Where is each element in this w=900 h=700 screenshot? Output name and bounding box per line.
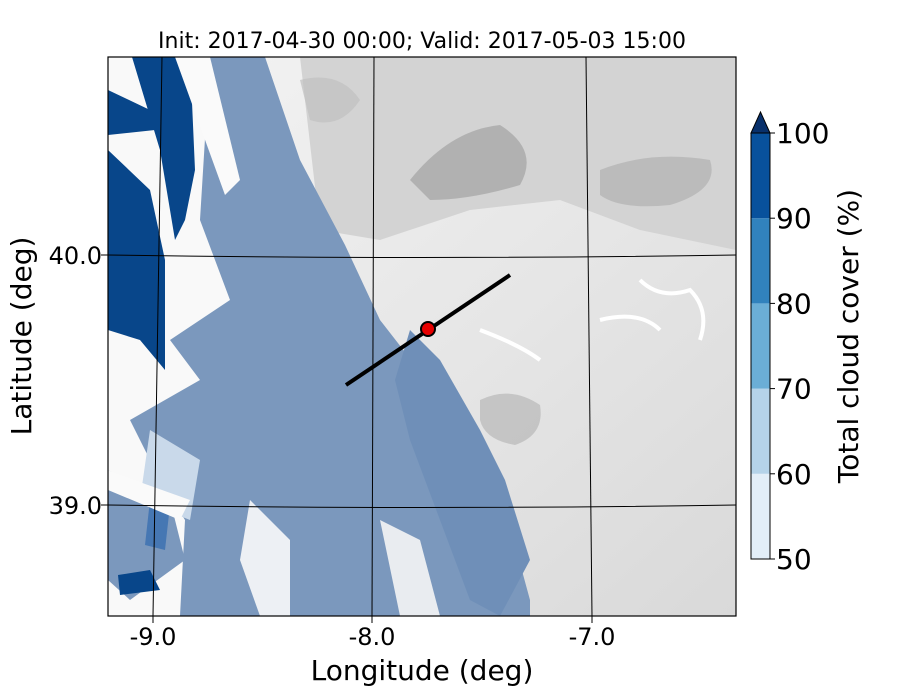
x-tick-label: -9.0 <box>130 623 177 651</box>
colorbar-extend-arrow <box>750 110 771 134</box>
colorbar-label: Total cloud cover (%) <box>832 189 865 484</box>
colorbar-tick-label: 90 <box>776 202 812 235</box>
terrain-mountain-east <box>600 156 712 207</box>
colorbar-cell <box>751 473 770 559</box>
map-frame <box>107 56 737 617</box>
x-tick-label: -8.0 <box>349 623 396 651</box>
x-axis-label: Longitude (deg) <box>311 654 534 687</box>
cloud-dense-small <box>118 570 160 595</box>
location-point <box>420 321 436 337</box>
colorbar-cell <box>751 303 770 389</box>
meridian--7 <box>585 57 593 616</box>
colorbar-ticks: 50 60 70 80 90 100 <box>770 117 829 576</box>
colorbar-cell <box>751 133 770 219</box>
parallel-40 <box>108 254 736 258</box>
map-area <box>108 57 736 616</box>
river <box>479 278 706 362</box>
x-ticks: -9.0 -8.0 -7.0 <box>130 616 616 651</box>
y-ticks: 40.0 39.0 <box>49 242 108 520</box>
colorbar-tick-label: 100 <box>776 117 829 150</box>
colorbar-frame <box>750 132 771 560</box>
y-tick-label: 40.0 <box>49 242 102 270</box>
graticule <box>108 57 736 616</box>
y-axis-label: Latitude (deg) <box>5 237 38 436</box>
parallel-39 <box>108 504 736 508</box>
terrain-ridge-north <box>300 77 360 123</box>
colorbar-tick-label: 60 <box>776 458 812 491</box>
cloud-dense-west <box>108 150 165 370</box>
colorbar-cell <box>751 388 770 474</box>
cloud-dense-north <box>132 57 195 240</box>
meridian--8 <box>371 57 375 616</box>
plot-title: Init: 2017-04-30 00:00; Valid: 2017-05-0… <box>158 29 686 54</box>
colorbar-tick-label: 80 <box>776 287 812 320</box>
clear-gap-3 <box>240 500 290 616</box>
terrain-hills-south <box>480 393 541 445</box>
colorbar-cells <box>751 133 770 559</box>
clear-gap-1 <box>175 57 240 195</box>
y-tick-label: 39.0 <box>49 492 102 520</box>
cloud-band-east <box>395 330 530 616</box>
colorbar-tick-label: 70 <box>776 373 812 406</box>
terrain-mountain-ridge <box>410 125 527 200</box>
colorbar-cell <box>751 218 770 304</box>
colorbar: 50 60 70 80 90 100 Total cloud cover (%) <box>750 110 865 576</box>
x-tick-label: -7.0 <box>569 623 616 651</box>
clear-gap-2 <box>108 470 190 520</box>
meridian--9 <box>152 57 163 616</box>
clear-gap-4 <box>380 520 440 616</box>
colorbar-tick-label: 50 <box>776 543 812 576</box>
cloud-dense-northwest <box>108 90 155 135</box>
